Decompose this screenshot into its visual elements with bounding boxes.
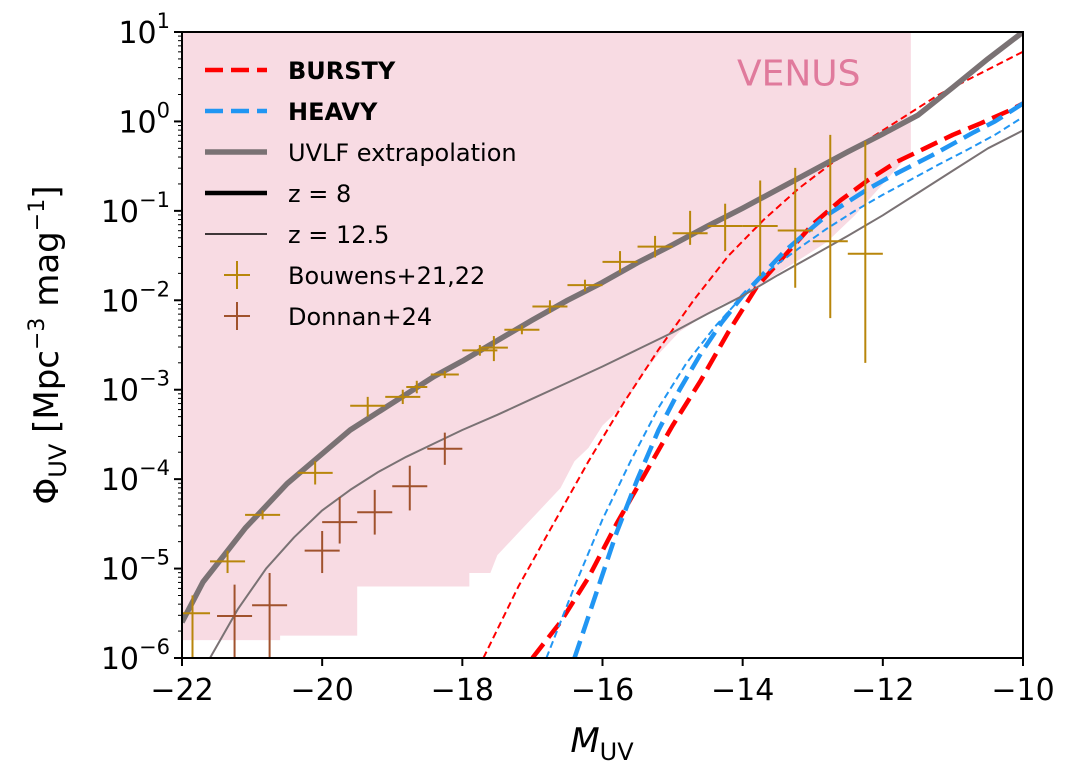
data-point-0-14 [637, 235, 673, 258]
venus-shaded-area [182, 32, 911, 641]
y-axis-ticks: 101 100 10−1 10−2 10−3 10−4 10−5 10−6 [101, 9, 182, 677]
y-tick-label-6: 10−5 [101, 546, 170, 588]
legend-entry-4: z = 12.5 [205, 221, 389, 249]
series-line-3 [545, 116, 1023, 658]
x-axis-ticks: −22 −20 −18 −16 −14 −12 −10 [150, 658, 1055, 708]
y-tick-label-1: 100 [118, 98, 170, 140]
legend-entry-3: z = 8 [205, 180, 351, 208]
data-point-0-20 [847, 141, 883, 363]
data-point-0-15 [672, 210, 708, 245]
data-point-0-13 [602, 251, 638, 273]
legend-entry-1: HEAVY [205, 98, 378, 126]
data-point-1-2 [304, 531, 340, 574]
observational-points [182, 134, 883, 658]
data-point-0-12 [567, 279, 603, 292]
data-point-0-6 [406, 380, 428, 394]
data-point-0-7 [430, 370, 459, 379]
x-tick-label-4: −14 [711, 673, 774, 708]
series-line-5 [209, 129, 1023, 658]
svg-text:UVLF extrapolation: UVLF extrapolation [288, 139, 517, 167]
svg-text:z = 8: z = 8 [288, 180, 351, 208]
x-axis-label: MUV [570, 721, 634, 766]
y-axis-label: ΦUV [Mpc−3 mag−1] [25, 186, 72, 505]
legend-entry-6: Donnan+24 [224, 302, 432, 331]
series-line-0 [530, 101, 1023, 658]
svg-text:BURSTY: BURSTY [288, 57, 396, 85]
data-point-1-5 [392, 465, 428, 511]
data-point-1-0 [217, 584, 253, 658]
x-tick-label-5: −12 [851, 673, 914, 708]
data-point-0-18 [777, 167, 813, 288]
y-tick-label-7: 10−6 [101, 635, 170, 677]
data-point-1-3 [322, 497, 358, 544]
venus-annotation: VENUS [737, 54, 861, 95]
legend: BURSTY HEAVY UVLF extrapolation z = 8 z = 12… [205, 57, 517, 331]
data-point-0-9 [479, 336, 508, 362]
x-tick-label-3: −16 [571, 673, 634, 708]
data-point-0-11 [532, 300, 568, 313]
y-tick-label-4: 10−3 [101, 367, 170, 409]
data-point-1-1 [252, 573, 288, 658]
venus-region [182, 32, 911, 641]
data-point-0-5 [385, 389, 421, 405]
series-line-4 [182, 32, 1023, 624]
x-tick-label-2: −18 [431, 673, 494, 708]
data-point-1-4 [357, 489, 393, 535]
data-point-0-1 [210, 550, 246, 574]
x-tick-label-1: −20 [291, 673, 354, 708]
svg-text:z = 12.5: z = 12.5 [288, 221, 389, 249]
data-point-0-16 [707, 203, 743, 252]
x-tick-label-0: −22 [150, 673, 213, 708]
svg-text:Donnan+24: Donnan+24 [288, 303, 432, 331]
data-point-0-3 [297, 461, 333, 485]
data-point-0-17 [742, 180, 778, 277]
y-tick-label-3: 10−2 [101, 277, 170, 319]
svg-text:Bouwens+21,22: Bouwens+21,22 [288, 262, 485, 290]
data-point-1-6 [427, 432, 463, 465]
y-tick-label-0: 101 [118, 9, 170, 51]
data-point-0-0 [182, 595, 211, 658]
data-point-0-2 [245, 510, 281, 520]
svg-text:HEAVY: HEAVY [288, 98, 378, 126]
data-point-0-10 [504, 325, 540, 335]
data-point-0-4 [350, 396, 386, 417]
data-point-0-19 [812, 134, 848, 319]
legend-entry-5: Bouwens+21,22 [224, 261, 485, 290]
x-tick-label-6: −10 [991, 673, 1054, 708]
legend-entry-2: UVLF extrapolation [205, 139, 517, 167]
y-tick-label-5: 10−4 [101, 456, 170, 498]
legend-entry-0: BURSTY [205, 57, 396, 85]
y-tick-label-2: 10−1 [101, 188, 170, 230]
